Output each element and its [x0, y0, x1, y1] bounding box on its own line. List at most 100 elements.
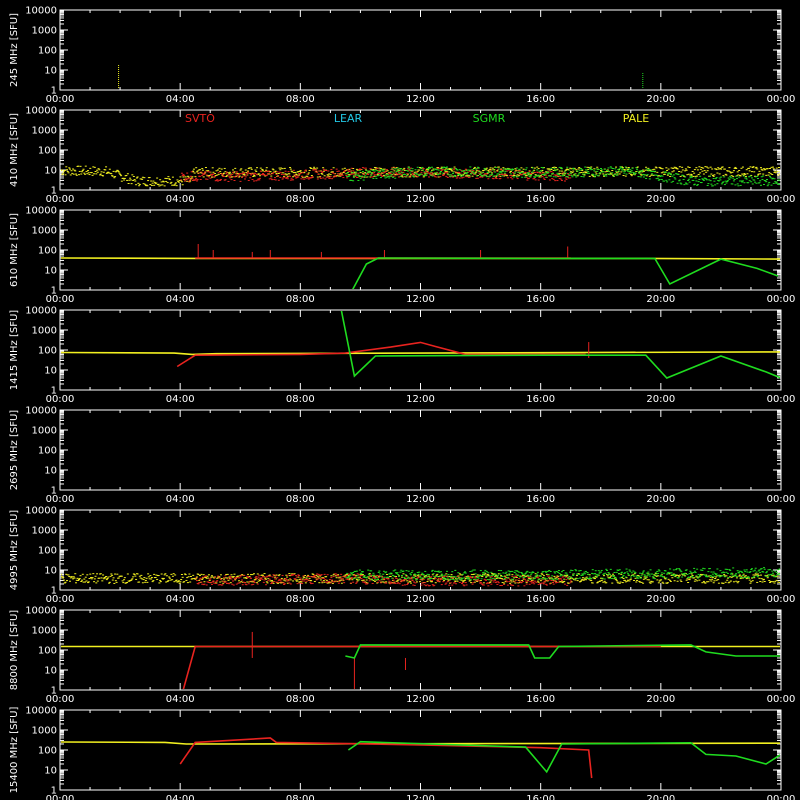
series-PALE-point [537, 581, 540, 583]
series-PALE-point [506, 574, 509, 576]
series-SVTO-point [199, 179, 202, 181]
series-PALE-point [510, 581, 513, 583]
series-PALE-point [308, 577, 311, 579]
series-PALE-point [63, 582, 66, 584]
series-PALE-point [500, 168, 503, 170]
series-SGMR-point [384, 572, 387, 574]
series-PALE-point [124, 582, 127, 584]
series-SGMR-point [699, 575, 702, 577]
series-SGMR-point [599, 172, 602, 174]
series-PALE-point [147, 180, 150, 182]
series-PALE-point [61, 173, 64, 175]
series-PALE-point [310, 175, 313, 177]
series-SGMR-point [561, 574, 564, 576]
series-SVTO-point [310, 583, 313, 585]
series-SGMR-point [622, 574, 625, 576]
series-SVTO-point [526, 581, 529, 583]
series-SGMR-point [693, 184, 696, 186]
series-SGMR-point [753, 569, 756, 571]
series-PALE-point [329, 581, 332, 583]
series-PALE-point [117, 170, 120, 172]
series-SVTO-point [354, 576, 357, 578]
series-PALE-point [304, 582, 307, 584]
series-SVTO-point [182, 173, 185, 175]
series-PALE-point [386, 170, 389, 172]
series-SGMR-point [564, 172, 567, 174]
series-PALE-point [87, 172, 90, 174]
series-PALE-point [365, 173, 368, 175]
series-PALE-point [162, 578, 165, 580]
series-SVTO-point [228, 575, 231, 577]
series-SGMR-point [366, 576, 369, 578]
series-SVTO-point [423, 172, 426, 174]
series-SVTO-point [351, 173, 354, 175]
series-SVTO-point [527, 177, 530, 179]
series-SVTO-point [261, 174, 264, 176]
series-SVTO-point [340, 172, 343, 174]
series-SVTO-point [246, 575, 249, 577]
series-SGMR-point [514, 171, 517, 173]
series-PALE-point [491, 573, 494, 575]
series-PALE-point [275, 574, 278, 576]
series-SGMR-point [376, 578, 379, 580]
series-SGMR-point [496, 576, 499, 578]
series-SGMR-point [547, 172, 550, 174]
series-PALE-point [584, 171, 587, 173]
series-SGMR-point [458, 576, 461, 578]
series-SGMR-point [491, 173, 494, 175]
series-SGMR-point [740, 570, 743, 572]
series-SVTO-point [479, 581, 482, 583]
series-SVTO-point [562, 575, 565, 577]
series-PALE-point [99, 174, 102, 176]
series-PALE-point [133, 179, 136, 181]
series-SGMR-point [607, 167, 610, 169]
series-SVTO-point [380, 175, 383, 177]
series-SGMR-point [619, 577, 622, 579]
series-SVTO-point [425, 174, 428, 176]
series-SGMR-point [633, 173, 636, 175]
series-PALE-point [587, 166, 590, 168]
series-PALE-point [108, 581, 111, 583]
series-SVTO-point [400, 170, 403, 172]
series-SVTO-point [225, 173, 228, 175]
series-SVTO-point [378, 172, 381, 174]
series-SGMR-point [566, 176, 569, 178]
series-SVTO-point [261, 578, 264, 580]
series-SGMR-point [556, 172, 559, 174]
series-PALE-point [273, 574, 276, 576]
series-SVTO-point [406, 173, 409, 175]
series-PALE-point [286, 582, 289, 584]
series-SGMR-point [738, 180, 741, 182]
series-SGMR-point [591, 569, 594, 571]
series-PALE-point [443, 169, 446, 171]
series-SGMR-point [582, 176, 585, 178]
series-SGMR-point [608, 577, 611, 579]
series-SVTO-point [229, 577, 232, 579]
series-SVTO-point [451, 584, 454, 586]
series-SGMR-point [707, 571, 710, 573]
series-PALE-point [498, 173, 501, 175]
series-PALE-point [244, 169, 247, 171]
series-SVTO-point [285, 177, 288, 179]
series-SGMR-point [767, 183, 770, 185]
series-PALE-point [771, 173, 774, 175]
series-SGMR-point [372, 177, 375, 179]
series-SGMR-point [567, 174, 570, 176]
series-SVTO-point [332, 176, 335, 178]
series-PALE-point [529, 575, 532, 577]
series-SVTO-point [281, 574, 284, 576]
series-SGMR-point [413, 573, 416, 575]
series-SGMR-point [551, 578, 554, 580]
series-SVTO-point [524, 580, 527, 582]
series-SGMR-point [778, 179, 780, 181]
series-SVTO-point [359, 575, 362, 577]
series-SGMR-point [779, 179, 780, 181]
y-tick-label: 100 [38, 346, 57, 357]
series-PALE-point [83, 172, 86, 174]
series-PALE-point [340, 582, 343, 584]
series-SVTO-point [271, 179, 274, 181]
series-PALE-point [295, 173, 298, 175]
series-PALE-point [508, 574, 511, 576]
series-PALE-point [661, 168, 664, 170]
series-PALE-point [250, 168, 253, 170]
